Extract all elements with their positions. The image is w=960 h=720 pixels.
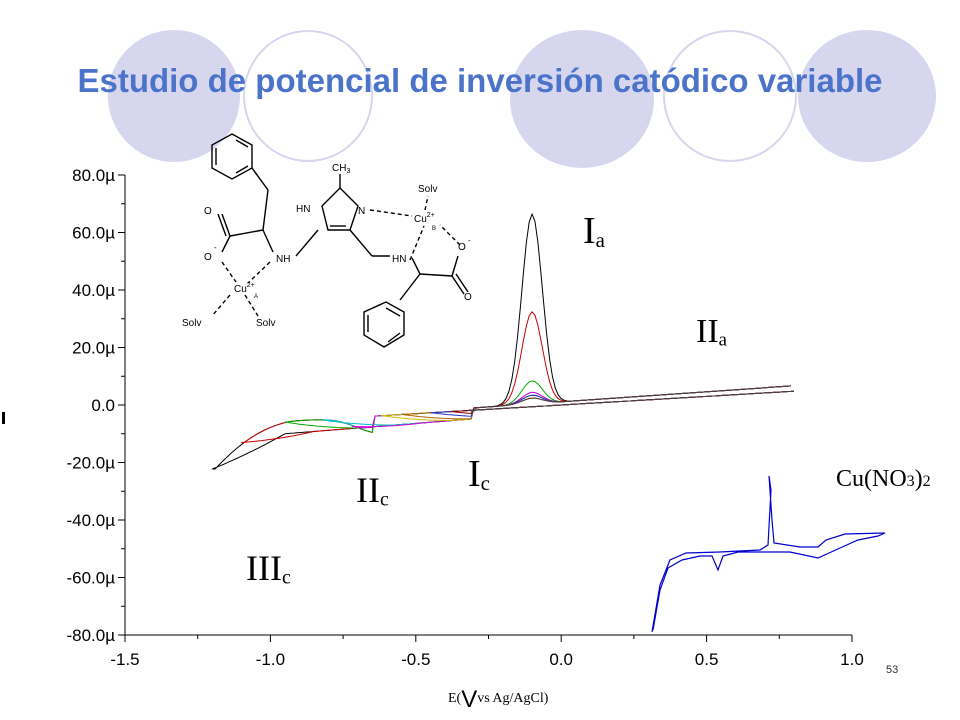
y-tick-label: 60.0µ (72, 224, 115, 243)
cu-b-sub: B (432, 226, 436, 232)
minus-left: - (214, 243, 217, 252)
molecular-structure (211, 133, 469, 348)
imidazole-ring (321, 187, 359, 231)
decor-circle-2 (243, 30, 373, 162)
structure-labels: CH3 HN N Solv Cu2+ B O O - NH HN O - O C… (182, 163, 472, 329)
peak-label-iia: IIa (696, 313, 728, 350)
y-axis-label-mark (2, 412, 5, 424)
peak-label-ia: Ia (583, 210, 605, 252)
x-tick-label: -1.5 (110, 650, 139, 669)
peak-labels: Ia IIa Ic IIc IIIc (246, 210, 728, 589)
hn-top-label: HN (296, 204, 310, 215)
solv-bottom-label: Solv (256, 318, 275, 329)
y-tick-label: -40.0µ (66, 511, 115, 530)
x-tick-label: 1.0 (840, 650, 864, 669)
inset-cu-nitrate: Cu(NO3)2 (651, 466, 931, 633)
peak-label-iiic: IIIc (246, 548, 291, 589)
y-tick-label: -20.0µ (66, 454, 115, 473)
o-minus-left-label: O (204, 252, 212, 263)
phenyl-ring-right (363, 301, 405, 348)
x-tick-label: 0.5 (695, 650, 719, 669)
solv-top-label: Solv (418, 184, 437, 195)
x-tick-label: 0.0 (549, 650, 573, 669)
cv-series-8 (430, 385, 794, 417)
minus-right: - (468, 236, 471, 245)
o-right-label: O (464, 292, 472, 303)
x-axis-label-unit: V (461, 686, 478, 713)
peak-label-iic: IIc (356, 470, 389, 511)
y-tick-label: 40.0µ (72, 281, 115, 300)
cu-a-label: Cu2+ (234, 282, 255, 295)
phenyl-ring-left (211, 133, 253, 180)
page-number: 53 (886, 664, 899, 676)
y-tick-label: 80.0µ (72, 166, 115, 185)
o-right-minus-label: O (458, 242, 466, 253)
inset-label: Cu(NO3)2 (836, 466, 931, 492)
cv-series-4 (322, 385, 794, 429)
cv-series-10 (468, 385, 794, 412)
x-axis-label-suffix: vs Ag/AgCl) (477, 691, 549, 706)
n-ring-label: N (358, 206, 365, 217)
decor-circle-1 (108, 30, 240, 162)
y-tick-label: -80.0µ (66, 626, 115, 645)
y-tick-label: -60.0µ (66, 569, 115, 588)
solv-left-label: Solv (182, 318, 201, 329)
x-tick-label: -1.0 (256, 650, 285, 669)
o-left-label: O (204, 206, 212, 217)
decor-circle-5 (798, 30, 936, 162)
decor-circle-4 (663, 30, 797, 162)
peak-label-ic: Ic (468, 453, 490, 495)
x-tick-label: -0.5 (401, 650, 430, 669)
x-axis-label: E(Vvs Ag/AgCl) (448, 686, 548, 714)
cv-series-9 (450, 385, 794, 415)
x-axis-label-prefix: E( (448, 691, 462, 706)
slide-title: Estudio de potencial de inversión catódi… (77, 62, 883, 99)
cu-b-label: Cu2+ (414, 212, 435, 225)
hn-right-label: HN (392, 254, 406, 265)
cu-a-sub: A (254, 294, 258, 300)
nh-left-label: NH (276, 254, 290, 265)
axes (124, 175, 852, 636)
ch3-label: CH3 (332, 163, 350, 175)
cv-curves (212, 212, 794, 470)
y-tick-label: 20.0µ (72, 339, 115, 358)
axis-ticks: 80.0µ 60.0µ 40.0µ 20.0µ 0.0 -20.0µ -40.0µ -60.0… (66, 166, 863, 669)
y-tick-label: 0.0 (91, 396, 115, 415)
cv-series-5 (351, 385, 794, 429)
decor-circle-3 (510, 30, 654, 168)
inset-curve (651, 475, 886, 633)
